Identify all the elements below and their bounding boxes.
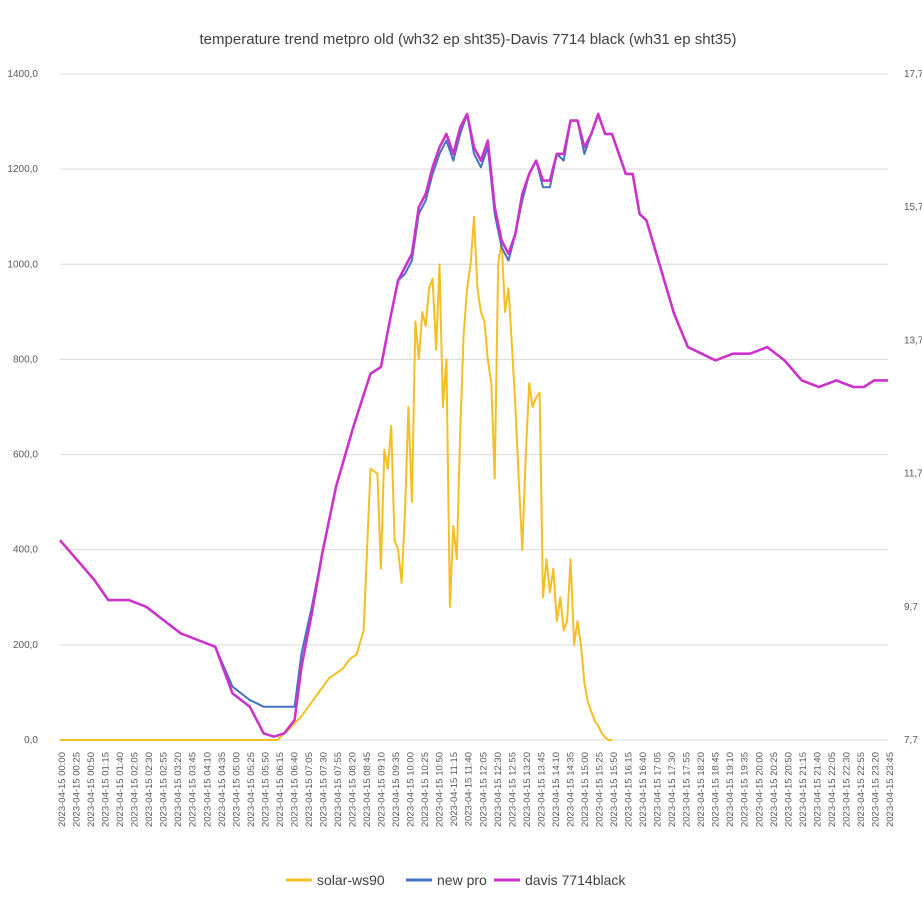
legend-label: solar-ws90: [317, 872, 385, 888]
y-left-tick-label: 200,0: [13, 640, 38, 651]
legend-label: davis 7714black: [525, 872, 626, 888]
y-left-tick-label: 1200,0: [7, 164, 38, 175]
x-tick-label: 2023-04-15 05:25: [246, 752, 257, 827]
x-tick-label: 2023-04-15 09:10: [377, 752, 388, 827]
x-tick-label: 2023-04-15 13:45: [536, 752, 547, 827]
y-axis-right: 7,7 9,7 11,7 13,7 15,7 17,7: [904, 69, 922, 746]
x-tick-label: 2023-04-15 10:00: [406, 752, 417, 827]
x-tick-label: 2023-04-15 05:50: [260, 752, 271, 827]
x-tick-label: 2023-04-15 20:25: [769, 752, 780, 827]
x-tick-label: 2023-04-15 17:55: [682, 752, 693, 827]
x-tick-label: 2023-04-15 07:30: [318, 752, 329, 827]
x-tick-label: 2023-04-15 02:55: [159, 752, 170, 827]
x-tick-label: 2023-04-15 07:55: [333, 752, 344, 827]
x-tick-label: 2023-04-15 20:00: [754, 752, 765, 827]
x-tick-label: 2023-04-15 22:30: [841, 752, 852, 827]
x-tick-label: 2023-04-15 11:40: [464, 752, 475, 826]
x-tick-label: 2023-04-15 23:45: [885, 752, 896, 827]
x-tick-label: 2023-04-15 00:00: [57, 752, 68, 827]
x-tick-label: 2023-04-15 15:25: [594, 752, 605, 827]
y-right-tick-label: 13,7: [904, 335, 922, 346]
x-tick-label: 2023-04-15 02:30: [144, 752, 155, 827]
x-tick-label: 2023-04-15 19:35: [740, 752, 751, 827]
y-left-tick-label: 600,0: [13, 450, 38, 461]
y-right-tick-label: 17,7: [904, 69, 922, 80]
x-tick-label: 2023-04-15 03:45: [188, 752, 199, 827]
y-right-tick-label: 7,7: [904, 735, 918, 746]
x-tick-label: 2023-04-15 12:30: [493, 752, 504, 827]
x-tick-label: 2023-04-15 02:05: [130, 752, 141, 827]
y-right-tick-label: 15,7: [904, 202, 922, 213]
x-tick-label: 2023-04-15 20:50: [783, 752, 794, 827]
x-tick-label: 2023-04-15 17:30: [667, 752, 678, 827]
x-tick-label: 2023-04-15 11:15: [449, 752, 460, 826]
x-tick-label: 2023-04-15 21:40: [812, 752, 823, 827]
x-tick-label: 2023-04-15 00:25: [72, 752, 83, 827]
x-tick-label: 2023-04-15 23:20: [870, 752, 881, 827]
x-tick-label: 2023-04-15 14:35: [565, 752, 576, 827]
y-left-tick-label: 1400,0: [7, 69, 38, 80]
x-tick-label: 2023-04-15 03:20: [173, 752, 184, 827]
x-tick-label: 2023-04-15 08:20: [348, 752, 359, 827]
x-axis: 2023-04-15 00:00 2023-04-15 00:25 2023-04-…: [57, 752, 896, 827]
x-tick-label: 2023-04-15 06:15: [275, 752, 286, 827]
y-left-tick-label: 0,0: [24, 735, 38, 746]
series-line-solar-ws90: [60, 215, 612, 741]
x-tick-label: 2023-04-15 04:10: [202, 752, 213, 827]
x-tick-label: 2023-04-15 16:40: [638, 752, 649, 827]
y-left-tick-label: 800,0: [13, 354, 38, 365]
legend-label: new pro: [437, 872, 487, 888]
series: [59, 112, 888, 741]
series-line-davis-7714black: [59, 112, 888, 739]
x-tick-label: 2023-04-15 22:55: [856, 752, 867, 827]
chart-title: temperature trend metpro old (wh32 ep sh…: [200, 31, 737, 48]
x-tick-label: 2023-04-15 10:25: [420, 752, 431, 827]
x-tick-label: 2023-04-15 01:40: [115, 752, 126, 827]
x-tick-label: 2023-04-15 19:10: [725, 752, 736, 827]
x-tick-label: 2023-04-15 12:55: [507, 752, 518, 827]
y-left-tick-label: 1000,0: [7, 259, 38, 270]
x-tick-label: 2023-04-15 18:20: [696, 752, 707, 827]
x-tick-label: 2023-04-15 21:15: [798, 752, 809, 827]
x-tick-label: 2023-04-15 14:10: [551, 752, 562, 827]
x-tick-label: 2023-04-15 22:05: [827, 752, 838, 827]
y-right-tick-label: 11,7: [904, 469, 922, 480]
x-tick-label: 2023-04-15 12:05: [478, 752, 489, 827]
x-tick-label: 2023-04-15 15:50: [609, 752, 620, 827]
x-tick-label: 2023-04-15 09:35: [391, 752, 402, 827]
legend: solar-ws90 new pro davis 7714black: [286, 872, 626, 888]
x-tick-label: 2023-04-15 06:40: [289, 752, 300, 827]
legend-item: solar-ws90: [286, 872, 385, 888]
x-tick-label: 2023-04-15 16:15: [624, 752, 635, 827]
legend-item: new pro: [406, 872, 487, 888]
x-tick-label: 2023-04-15 08:45: [362, 752, 373, 827]
x-tick-label: 2023-04-15 13:20: [522, 752, 533, 827]
x-tick-label: 2023-04-15 07:05: [304, 752, 315, 827]
x-tick-label: 2023-04-15 15:00: [580, 752, 591, 827]
legend-item: davis 7714black: [494, 872, 626, 888]
y-right-tick-label: 9,7: [904, 602, 918, 613]
x-tick-label: 2023-04-15 01:15: [101, 752, 112, 827]
x-tick-label: 2023-04-15 00:50: [86, 752, 97, 827]
y-left-tick-label: 400,0: [13, 545, 38, 556]
x-tick-label: 2023-04-15 10:50: [435, 752, 446, 827]
x-tick-label: 2023-04-15 04:35: [217, 752, 228, 827]
x-tick-label: 2023-04-15 05:00: [231, 752, 242, 827]
y-axis-left: 0,0 200,0 400,0 600,0 800,0 1000,0 1200,0 1400,…: [7, 69, 38, 746]
x-tick-label: 2023-04-15 18:45: [711, 752, 722, 827]
x-tick-label: 2023-04-15 17:05: [653, 752, 664, 827]
